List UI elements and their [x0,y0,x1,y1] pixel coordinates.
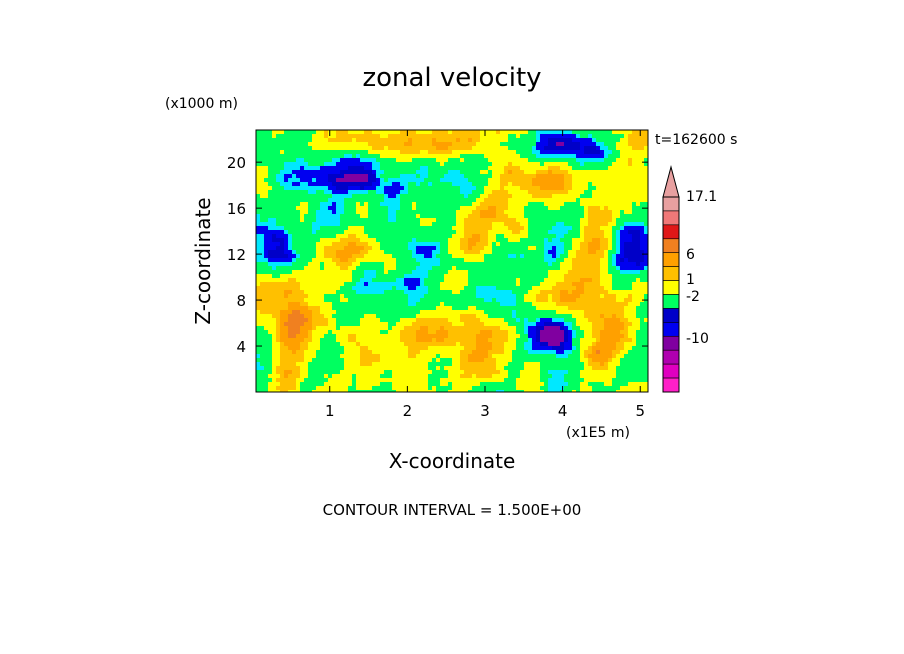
colorbar-label: 17.1 [686,189,717,205]
y-tick-label: 4 [236,338,246,356]
x-axis: 1 2 3 4 5 [325,130,645,420]
y-tick-label: 8 [236,292,246,310]
y-tick-label: 16 [227,200,246,218]
colorbar: 17.1 6 1-2 -10 [662,165,717,393]
colorbar-segment [662,238,680,254]
colorbar-extend-max [662,165,680,198]
colorbar-segment [662,335,680,351]
x-axis-label: X-coordinate [389,449,516,473]
colorbar-label: 6 [686,247,695,263]
colorbar-segment [662,363,680,379]
colorbar-segment [662,224,680,240]
x-tick-label: 4 [558,402,568,420]
y-tick-label: 20 [227,154,246,172]
x-tick-label: 3 [480,402,490,420]
colorbar-label: 1 [686,272,695,288]
colorbar-segment [662,196,680,212]
velocity-field [256,130,648,392]
y-axis-label: Z-coordinate [191,197,215,324]
colorbar-segment [662,377,680,393]
x-tick-label: 2 [403,402,413,420]
colorbar-segment [662,322,680,337]
colorbar-segment [662,294,680,309]
colorbar-segment [662,349,680,365]
colorbar-frame [662,196,680,393]
x-unit-label: (x1E5 m) [566,425,630,441]
contour-interval-note: CONTOUR INTERVAL = 1.500E+00 [323,501,582,519]
colorbar-label: -2 [686,289,700,305]
colorbar-segment [662,210,680,226]
chart-title: zonal velocity [362,63,541,93]
time-label: t=162600 s [655,132,737,148]
colorbar-segment [662,280,680,295]
x-tick-label: 1 [325,402,335,420]
colorbar-segment [662,308,680,323]
colorbar-segment [662,252,680,267]
y-unit-label: (x1000 m) [165,96,238,112]
colorbar-segment [662,266,680,281]
y-tick-label: 12 [227,246,246,264]
plot-frame [255,129,649,393]
colorbar-label: -10 [686,331,709,347]
y-axis: 4 8 12 16 20 [227,154,648,356]
x-tick-label: 5 [635,402,645,420]
